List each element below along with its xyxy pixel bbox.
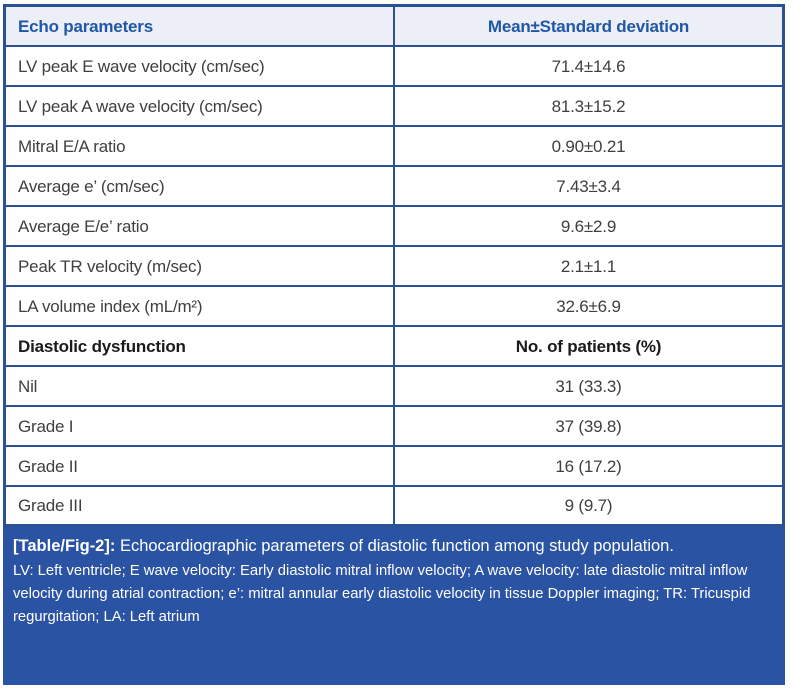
table-subheader-row: Diastolic dysfunction No. of patients (%… [3,324,785,367]
table-row: LA volume index (mL/m²) 32.6±6.9 [3,284,785,327]
row-label: Average e’ (cm/sec) [3,164,395,207]
caption-text: Echocardiographic parameters of diastoli… [115,537,674,555]
row-value: 0.90±0.21 [393,124,785,167]
row-label: Mitral E/A ratio [3,124,395,167]
table-row: Average E/e’ ratio 9.6±2.9 [3,204,785,247]
row-value: 7.43±3.4 [393,164,785,207]
column-header-mean-sd: Mean±Standard deviation [393,4,785,47]
table-body: LV peak E wave velocity (cm/sec) 71.4±14… [3,44,785,527]
row-value: 31 (33.3) [393,364,785,407]
row-value: 81.3±15.2 [393,84,785,127]
echo-parameters-table: Echo parameters Mean±Standard deviation … [3,4,785,527]
row-label: LA volume index (mL/m²) [3,284,395,327]
row-value: 37 (39.8) [393,404,785,447]
table-row: Grade I 37 (39.8) [3,404,785,447]
row-label: Grade II [3,444,395,487]
caption-label: [Table/Fig-2]: [13,537,116,555]
row-value: 32.6±6.9 [393,284,785,327]
table-row: LV peak E wave velocity (cm/sec) 71.4±14… [3,44,785,87]
table-row: Mitral E/A ratio 0.90±0.21 [3,124,785,167]
column-header-echo-parameters: Echo parameters [3,4,395,47]
row-value: 9.6±2.9 [393,204,785,247]
row-value: No. of patients (%) [393,324,785,367]
row-label: Grade III [3,484,395,527]
row-label: Nil [3,364,395,407]
row-value: 16 (17.2) [393,444,785,487]
row-label: Diastolic dysfunction [3,324,395,367]
table-row: Peak TR velocity (m/sec) 2.1±1.1 [3,244,785,287]
row-label: Grade I [3,404,395,447]
table-caption-footer: [Table/Fig-2]: Echocardiographic paramet… [3,527,785,685]
table-row: Grade II 16 (17.2) [3,444,785,487]
table-row: Average e’ (cm/sec) 7.43±3.4 [3,164,785,207]
row-value: 2.1±1.1 [393,244,785,287]
caption: [Table/Fig-2]: Echocardiographic paramet… [13,534,773,559]
row-label: LV peak A wave velocity (cm/sec) [3,84,395,127]
row-label: LV peak E wave velocity (cm/sec) [3,44,395,87]
row-value: 9 (9.7) [393,484,785,527]
table-row: LV peak A wave velocity (cm/sec) 81.3±15… [3,84,785,127]
table-row: Grade III 9 (9.7) [3,484,785,527]
table-header-row: Echo parameters Mean±Standard deviation [3,4,785,47]
abbreviations-footnote: LV: Left ventricle; E wave velocity: Ear… [13,562,751,625]
table-row: Nil 31 (33.3) [3,364,785,407]
row-label: Peak TR velocity (m/sec) [3,244,395,287]
row-value: 71.4±14.6 [393,44,785,87]
row-label: Average E/e’ ratio [3,204,395,247]
